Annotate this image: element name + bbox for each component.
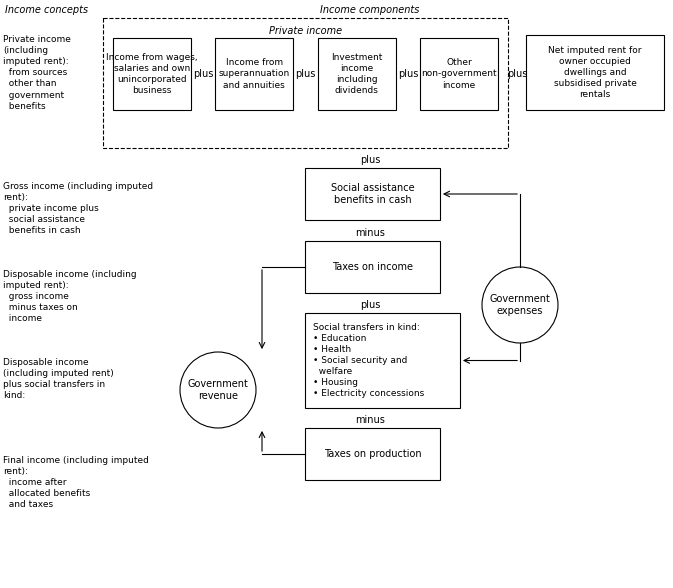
FancyBboxPatch shape	[305, 428, 440, 480]
Text: Investment
income
including
dividends: Investment income including dividends	[331, 53, 382, 95]
Text: minus: minus	[355, 415, 385, 425]
Text: Income from
superannuation
and annuities: Income from superannuation and annuities	[219, 58, 290, 89]
Text: plus: plus	[507, 69, 527, 79]
Text: Taxes on production: Taxes on production	[324, 449, 421, 459]
Text: Taxes on income: Taxes on income	[332, 262, 413, 272]
Text: Government
expenses: Government expenses	[489, 294, 551, 316]
Text: plus: plus	[193, 69, 213, 79]
Text: Other
non-government
income: Other non-government income	[421, 58, 497, 89]
Text: Gross income (including imputed
rent):
  private income plus
  social assistance: Gross income (including imputed rent): p…	[3, 182, 153, 235]
Text: minus: minus	[355, 228, 385, 238]
Text: Net imputed rent for
owner occupied
dwellings and
subsidised private
rentals: Net imputed rent for owner occupied dwel…	[548, 46, 642, 99]
Text: plus: plus	[360, 155, 380, 165]
Text: Income concepts: Income concepts	[5, 5, 88, 15]
FancyBboxPatch shape	[305, 313, 460, 408]
Text: plus: plus	[398, 69, 418, 79]
FancyBboxPatch shape	[420, 38, 498, 110]
Text: Final income (including imputed
rent):
  income after
  allocated benefits
  and: Final income (including imputed rent): i…	[3, 456, 149, 509]
Text: Social transfers in kind:
• Education
• Health
• Social security and
  welfare
•: Social transfers in kind: • Education • …	[313, 323, 424, 398]
Circle shape	[180, 352, 256, 428]
Text: Income components: Income components	[320, 5, 420, 15]
Text: Disposable income
(including imputed rent)
plus social transfers in
kind:: Disposable income (including imputed ren…	[3, 358, 114, 400]
FancyBboxPatch shape	[526, 35, 664, 110]
Text: Income from wages,
salaries and own
unincorporated
business: Income from wages, salaries and own unin…	[106, 53, 198, 95]
Text: plus: plus	[295, 69, 316, 79]
FancyBboxPatch shape	[215, 38, 293, 110]
Text: Government
revenue: Government revenue	[188, 379, 248, 401]
Circle shape	[482, 267, 558, 343]
FancyBboxPatch shape	[305, 241, 440, 293]
Text: Private income: Private income	[269, 26, 342, 36]
Text: Private income
(including
imputed rent):
  from sources
  other than
  governmen: Private income (including imputed rent):…	[3, 35, 71, 111]
FancyBboxPatch shape	[305, 168, 440, 220]
Text: plus: plus	[360, 300, 380, 310]
FancyBboxPatch shape	[113, 38, 191, 110]
Text: Disposable income (including
imputed rent):
  gross income
  minus taxes on
  in: Disposable income (including imputed ren…	[3, 270, 137, 323]
Text: Social assistance
benefits in cash: Social assistance benefits in cash	[330, 183, 415, 205]
FancyBboxPatch shape	[318, 38, 396, 110]
